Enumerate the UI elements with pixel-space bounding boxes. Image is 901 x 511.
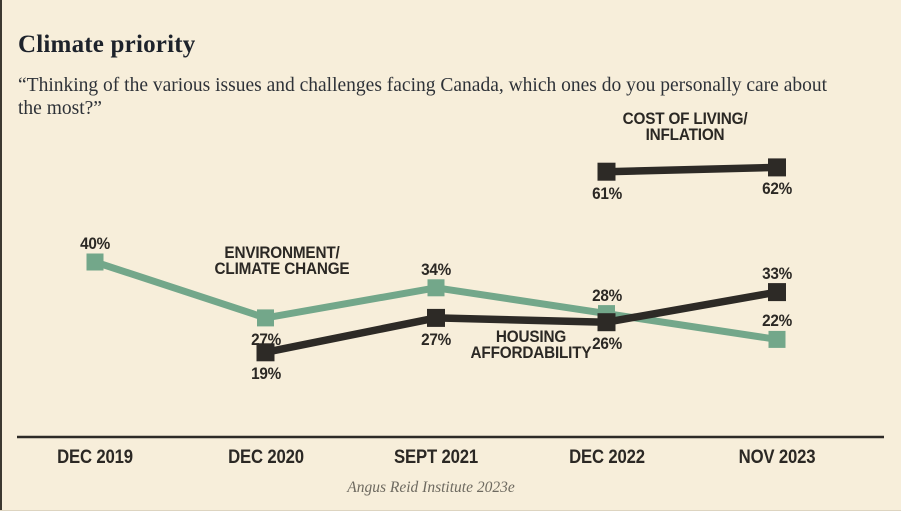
- x-axis-tick-label: SEPT 2021: [394, 447, 478, 468]
- value-label: 33%: [762, 264, 792, 284]
- data-point-marker: [597, 162, 616, 181]
- data-point-marker: [86, 253, 104, 271]
- x-axis-tick-label: DEC 2022: [568, 447, 645, 468]
- data-point-marker: [427, 308, 445, 327]
- value-label: 22%: [762, 311, 792, 331]
- data-point-marker: [256, 343, 275, 362]
- data-point-marker: [768, 158, 786, 177]
- page-title: Climate priority: [18, 30, 196, 58]
- value-label: 34%: [421, 259, 451, 279]
- data-point-marker: [768, 283, 786, 302]
- value-label: 19%: [250, 364, 281, 384]
- data-point-marker: [768, 330, 786, 348]
- x-axis-tick-label: DEC 2020: [227, 447, 304, 468]
- data-point-marker: [257, 309, 274, 327]
- series-line-2: [606, 163, 778, 176]
- x-axis-tick-label: NOV 2023: [738, 447, 816, 468]
- value-label: 62%: [762, 179, 792, 199]
- series-label-2: COST OF LIVING/INFLATION: [622, 109, 748, 145]
- value-label: 28%: [591, 285, 622, 305]
- data-point-marker: [597, 313, 616, 332]
- series-label-0: ENVIRONMENT/CLIMATE CHANGE: [214, 243, 350, 279]
- value-label: 27%: [421, 329, 451, 349]
- value-label: 27%: [250, 329, 281, 349]
- value-label: 26%: [591, 334, 622, 354]
- survey-question-subtitle: “Thinking of the various issues and chal…: [18, 74, 828, 119]
- x-axis-tick-label: DEC 2019: [57, 447, 133, 468]
- data-point-marker: [427, 279, 445, 297]
- value-label: 61%: [591, 183, 622, 203]
- series-label-1: HOUSING AFFORDABILITY: [470, 327, 592, 363]
- series-line-1: [264, 288, 778, 356]
- left-edge-rule: [0, 0, 2, 510]
- value-label: 40%: [80, 234, 110, 253]
- source-attribution: Angus Reid Institute 2023e: [347, 479, 515, 496]
